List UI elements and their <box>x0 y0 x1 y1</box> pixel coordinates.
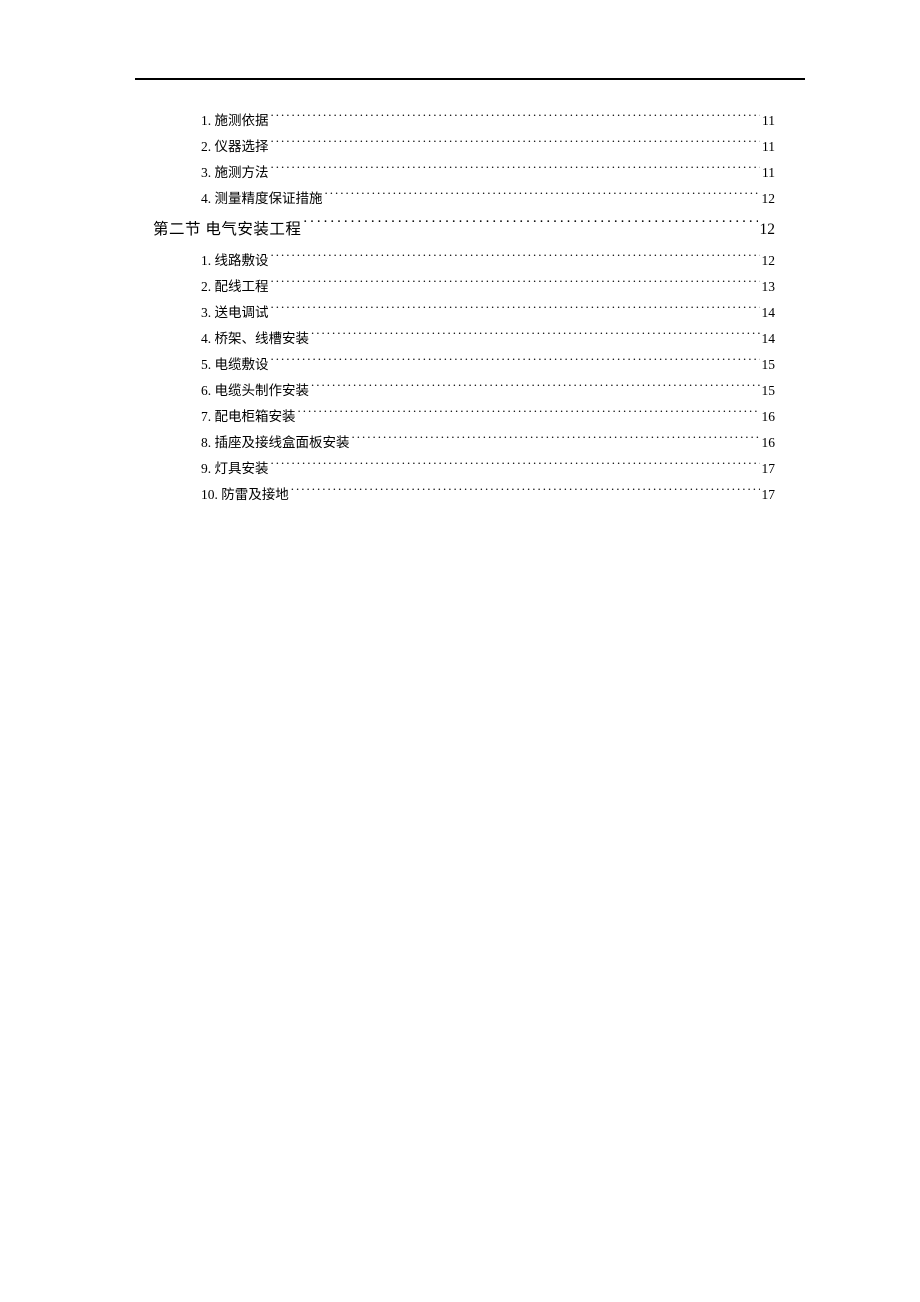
toc-leader <box>271 138 761 152</box>
toc-leader <box>271 356 760 370</box>
toc-label: 9. 灯具安装 <box>201 456 269 482</box>
toc-entry: 3. 施测方法 11 <box>153 160 775 186</box>
toc-label: 3. 送电调试 <box>201 300 269 326</box>
toc-label: 3. 施测方法 <box>201 160 269 186</box>
toc-label: 4. 测量精度保证措施 <box>201 186 323 212</box>
toc-leader <box>271 112 761 126</box>
table-of-contents: 1. 施测依据 11 2. 仪器选择 11 3. 施测方法 11 4. 测量精度… <box>153 108 775 508</box>
toc-page-number: 12 <box>762 186 776 212</box>
toc-leader <box>352 434 760 448</box>
toc-leader <box>311 330 760 344</box>
toc-leader <box>271 164 761 178</box>
toc-page-number: 17 <box>762 456 776 482</box>
toc-label: 7. 配电柜箱安装 <box>201 404 296 430</box>
toc-page-number: 14 <box>762 300 776 326</box>
toc-entry: 4. 测量精度保证措施 12 <box>153 186 775 212</box>
toc-label: 6. 电缆头制作安装 <box>201 378 309 404</box>
toc-section-heading: 第二节 电气安装工程 12 <box>153 214 775 246</box>
toc-entry: 3. 送电调试 14 <box>153 300 775 326</box>
toc-label: 4. 桥架、线槽安装 <box>201 326 309 352</box>
toc-page-number: 11 <box>762 134 775 160</box>
toc-entry: 10. 防雷及接地 17 <box>153 482 775 508</box>
toc-leader <box>303 219 757 235</box>
toc-label: 10. 防雷及接地 <box>201 482 289 508</box>
toc-entry: 2. 仪器选择 11 <box>153 134 775 160</box>
toc-label: 2. 配线工程 <box>201 274 269 300</box>
toc-leader <box>271 304 760 318</box>
toc-page-number: 16 <box>762 430 776 456</box>
toc-entry: 1. 施测依据 11 <box>153 108 775 134</box>
toc-page-number: 11 <box>762 108 775 134</box>
toc-page-number: 11 <box>762 160 775 186</box>
toc-page-number: 15 <box>762 352 776 378</box>
toc-leader <box>271 278 760 292</box>
toc-label: 2. 仪器选择 <box>201 134 269 160</box>
toc-page-number: 14 <box>762 326 776 352</box>
toc-entry: 6. 电缆头制作安装 15 <box>153 378 775 404</box>
toc-label: 第二节 电气安装工程 <box>153 214 301 246</box>
toc-entry: 7. 配电柜箱安装 16 <box>153 404 775 430</box>
toc-page-number: 12 <box>760 214 776 246</box>
toc-page-number: 13 <box>762 274 776 300</box>
toc-entry: 9. 灯具安装 17 <box>153 456 775 482</box>
toc-leader <box>291 486 760 500</box>
toc-leader <box>271 252 760 266</box>
toc-page-number: 16 <box>762 404 776 430</box>
toc-leader <box>298 408 760 422</box>
toc-entry: 4. 桥架、线槽安装 14 <box>153 326 775 352</box>
toc-page-number: 17 <box>762 482 776 508</box>
toc-entry: 1. 线路敷设 12 <box>153 248 775 274</box>
toc-page-number: 12 <box>762 248 776 274</box>
toc-entry: 2. 配线工程 13 <box>153 274 775 300</box>
header-rule <box>135 78 805 80</box>
toc-leader <box>311 382 760 396</box>
toc-page-number: 15 <box>762 378 776 404</box>
toc-leader <box>271 460 760 474</box>
toc-label: 1. 施测依据 <box>201 108 269 134</box>
toc-label: 1. 线路敷设 <box>201 248 269 274</box>
toc-leader <box>325 190 760 204</box>
toc-label: 5. 电缆敷设 <box>201 352 269 378</box>
toc-entry: 5. 电缆敷设 15 <box>153 352 775 378</box>
toc-entry: 8. 插座及接线盒面板安装 16 <box>153 430 775 456</box>
page-container: 1. 施测依据 11 2. 仪器选择 11 3. 施测方法 11 4. 测量精度… <box>0 0 920 508</box>
toc-label: 8. 插座及接线盒面板安装 <box>201 430 350 456</box>
